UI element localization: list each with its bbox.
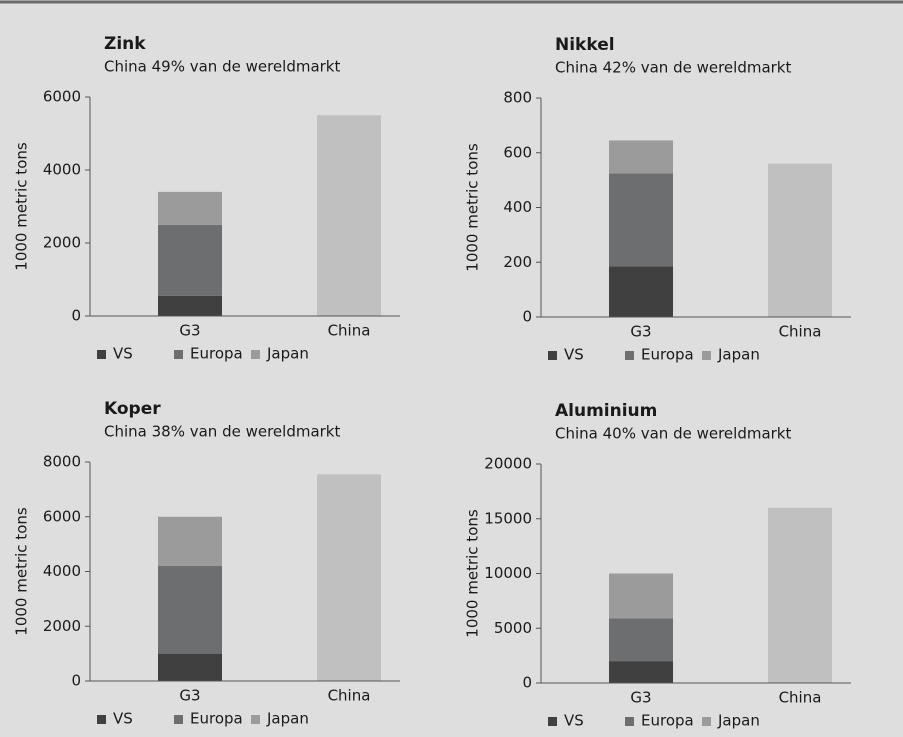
x-tick-label: China [779,689,822,707]
y-axis-label: 1000 metric tons [464,509,482,638]
y-tick-label: 400 [503,198,532,216]
bar-segment [158,653,222,681]
x-tick-label: G3 [179,322,200,340]
x-tick-label: G3 [179,687,200,705]
legend-swatch [625,351,634,360]
chart-title: Aluminium [555,401,657,421]
y-tick-label: 10000 [484,564,532,582]
y-tick-label: 0 [522,308,532,326]
bar-segment [158,224,222,296]
chart-title: Zink [104,34,146,54]
y-tick-label: 6000 [43,88,81,106]
bar-segment [768,163,832,317]
y-tick-label: 0 [71,307,81,325]
legend-label: Europa [190,345,243,363]
y-tick-label: 8000 [43,453,81,471]
chart-title: Nikkel [555,35,615,55]
legend-label: Europa [641,346,694,364]
y-tick-label: 200 [503,253,532,271]
bar-segment [609,573,673,619]
x-tick-label: G3 [630,323,651,341]
bar-segment [609,661,673,683]
x-tick-label: China [328,322,371,340]
y-axis-label: 1000 metric tons [13,507,31,636]
chart-subtitle: China 42% van de wereldmarkt [555,59,791,77]
bar-segment [317,474,381,681]
legend-swatch [702,351,711,360]
y-axis-label: 1000 metric tons [464,143,482,272]
y-tick-label: 2000 [43,617,81,635]
chart-title: Koper [104,399,161,419]
y-tick-label: 0 [522,674,532,692]
legend-label: Japan [717,346,760,364]
y-tick-label: 800 [503,89,532,107]
y-tick-label: 600 [503,143,532,161]
legend-swatch [97,715,106,724]
legend-label: VS [564,346,584,364]
legend-swatch [548,351,557,360]
x-tick-label: China [328,687,371,705]
chart-panel: Koper China 38% van de wereldmarkt 1000 me… [13,399,400,728]
legend-label: VS [113,710,133,728]
bar-segment [158,295,222,316]
legend-swatch [174,715,183,724]
bar-segment [609,173,673,267]
legend-label: Europa [641,712,694,730]
legend-label: VS [113,345,133,363]
chart-panel: Aluminium China 40% van de wereldmarkt 100… [464,401,851,730]
y-axis-label: 1000 metric tons [13,142,31,271]
legend-swatch [702,717,711,726]
chart-panel: Zink China 49% van de wereldmarkt 1000 met… [13,34,400,363]
y-tick-label: 2000 [43,234,81,252]
y-tick-label: 4000 [43,562,81,580]
legend-label: Japan [266,710,309,728]
y-tick-label: 0 [71,672,81,690]
y-tick-label: 5000 [494,619,532,637]
chart-subtitle: China 49% van de wereldmarkt [104,58,340,76]
bar-segment [609,266,673,317]
legend-label: Japan [717,712,760,730]
bar-segment [317,115,381,316]
bar-segment [158,566,222,654]
chart-panel: Nikkel China 42% van de wereldmarkt 1000 m… [464,35,851,364]
legend-label: VS [564,712,584,730]
legend-swatch [251,350,260,359]
chart-subtitle: China 40% van de wereldmarkt [555,425,791,443]
bar-segment [609,618,673,662]
chart-subtitle: China 38% van de wereldmarkt [104,423,340,441]
y-tick-label: 20000 [484,455,532,473]
legend-swatch [174,350,183,359]
legend-label: Japan [266,345,309,363]
legend-swatch [548,717,557,726]
legend-swatch [251,715,260,724]
legend-swatch [97,350,106,359]
legend-label: Europa [190,710,243,728]
legend-swatch [625,717,634,726]
bar-segment [158,191,222,225]
y-tick-label: 4000 [43,161,81,179]
bar-segment [609,140,673,174]
y-tick-label: 6000 [43,507,81,525]
y-tick-label: 15000 [484,509,532,527]
bar-segment [768,507,832,683]
x-tick-label: G3 [630,689,651,707]
bar-segment [158,516,222,567]
x-tick-label: China [779,323,822,341]
